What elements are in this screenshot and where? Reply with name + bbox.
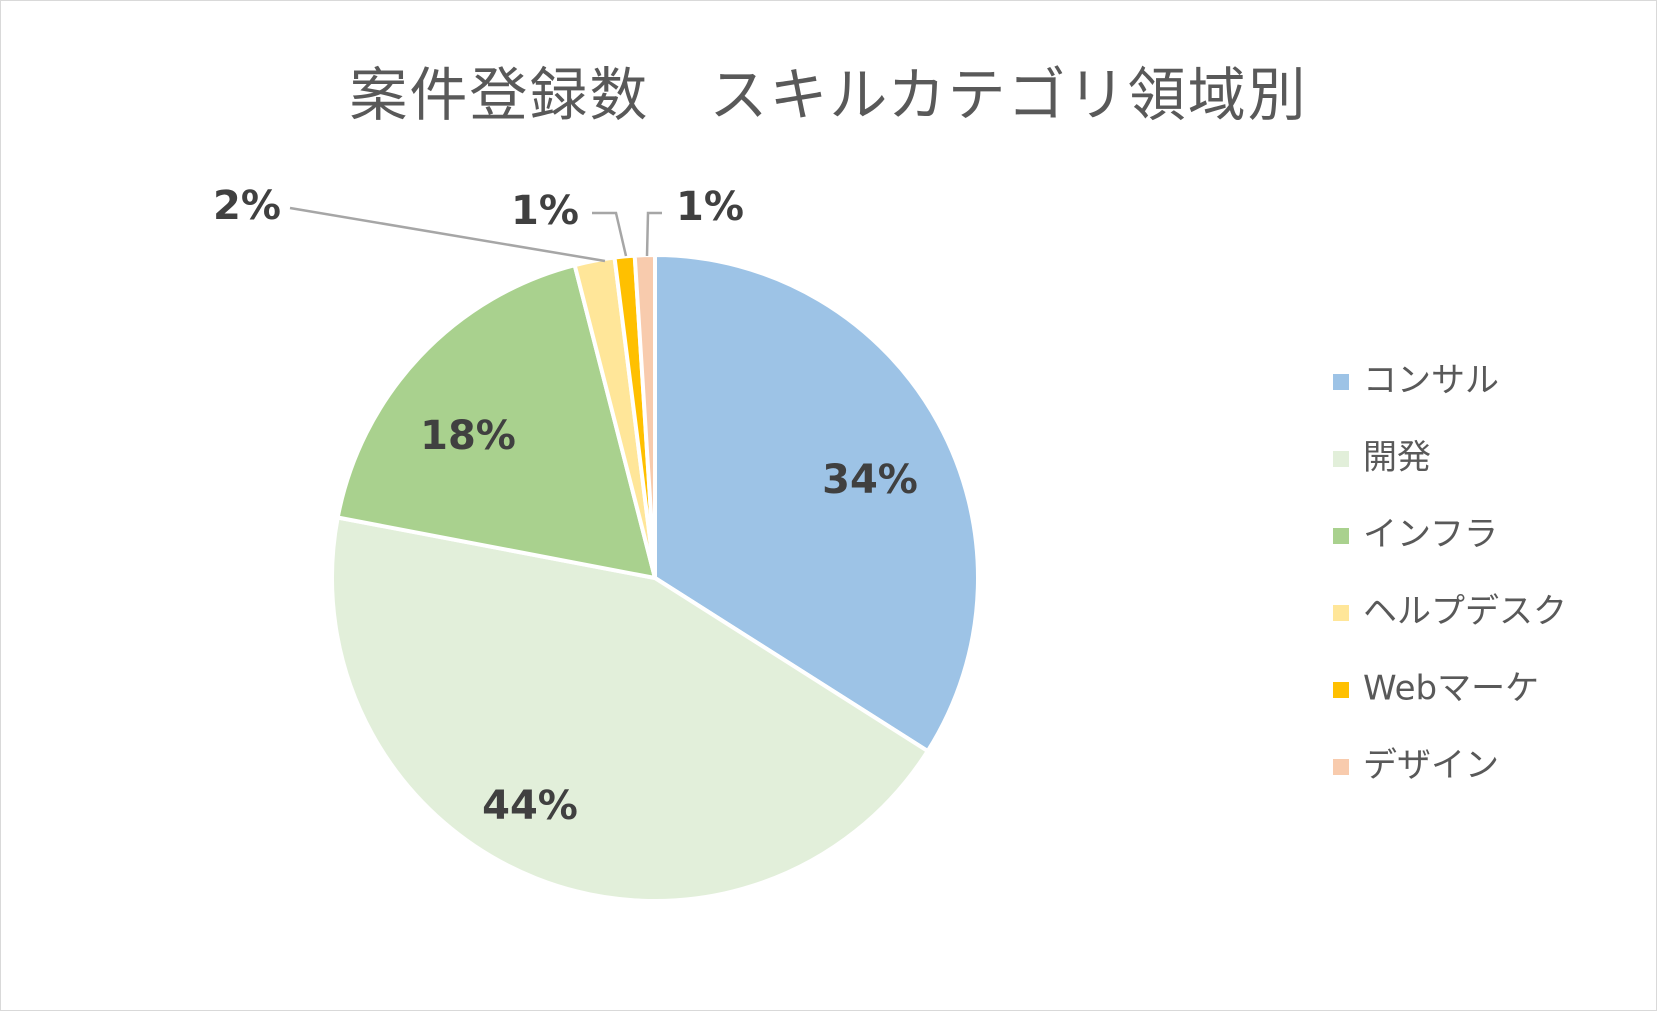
chart-title: 案件登録数 スキルカテゴリ領域別 (349, 61, 1308, 129)
data-label-2: 44% (482, 783, 578, 829)
leader-line-5 (592, 211, 628, 257)
data-label-3: 18% (420, 413, 516, 459)
data-label-1: 34% (822, 457, 918, 503)
legend-swatch-6 (1333, 759, 1349, 775)
pie-slices (330, 252, 980, 903)
legend-label-1: コンサル (1363, 361, 1499, 401)
pie-slice-6 (632, 252, 657, 579)
data-label-5: 1% (511, 188, 579, 234)
leader-line-4 (289, 206, 606, 263)
legend-label-6: デザイン (1363, 746, 1499, 786)
legend-swatch-5 (1333, 682, 1349, 698)
legend-label-4: ヘルプデスク (1363, 592, 1567, 632)
data-label-4: 2% (213, 183, 281, 229)
legend-label-5: Webマーケ (1363, 669, 1539, 709)
legend-swatch-1 (1333, 374, 1349, 390)
legend-swatch-2 (1333, 451, 1349, 467)
data-labels: 34% 44% 18% 2% 1% 1% (213, 183, 918, 829)
legend-swatch-3 (1333, 528, 1349, 544)
leader-lines (289, 206, 662, 263)
pie-slice-3 (335, 262, 658, 581)
legend-label-3: インフラ (1363, 515, 1498, 555)
leader-line-6 (645, 211, 662, 257)
pie-slice-2 (330, 515, 931, 903)
legend-label-2: 開発 (1363, 438, 1431, 478)
legend-swatch-4 (1333, 605, 1349, 621)
data-label-6: 1% (676, 184, 744, 230)
